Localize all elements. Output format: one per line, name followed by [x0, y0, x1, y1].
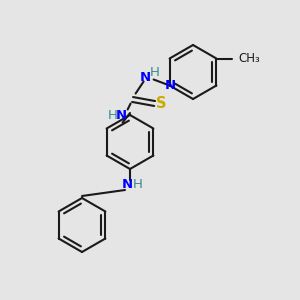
Text: N: N	[122, 178, 133, 191]
Text: N: N	[140, 71, 151, 84]
Text: CH₃: CH₃	[238, 52, 260, 65]
Text: H: H	[150, 66, 160, 79]
Text: N: N	[116, 109, 127, 122]
Text: H: H	[108, 109, 118, 122]
Text: H: H	[133, 178, 143, 191]
Text: S: S	[156, 96, 167, 111]
Text: N: N	[165, 79, 176, 92]
